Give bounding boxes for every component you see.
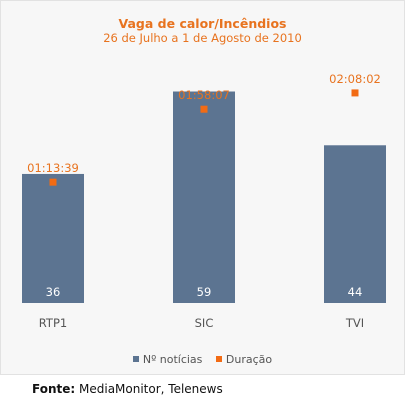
source-text: MediaMonitor, Telenews (79, 382, 223, 396)
legend-swatch-duracao (215, 356, 222, 362)
bar-value-label: 44 (348, 285, 363, 299)
duration-label: 01:13:39 (27, 161, 79, 175)
bar-tvi (324, 145, 386, 303)
legend-swatch-noticias (132, 356, 139, 362)
source-label: Fonte: (32, 382, 76, 396)
duration-label: 02:08:02 (329, 72, 381, 86)
legend-item-duracao: Duração (215, 353, 273, 366)
bar-value-label: 36 (46, 285, 61, 299)
chart-title: Vaga de calor/Incêndios (118, 16, 287, 31)
bar-chart: 36 RTP1 01:13:39 59 SIC 01:58:07 44 TVI 02:08:02 (22, 72, 386, 330)
source-note: Fonte: MediaMonitor, Telenews (32, 382, 223, 396)
legend-label-duracao: Duração (225, 353, 273, 366)
x-tick-tvi: TVI (345, 316, 364, 330)
duration-marker-tvi (351, 89, 359, 97)
duration-label: 01:58:07 (178, 88, 230, 102)
chart-legend: Nº notícias Duração (0, 353, 405, 366)
bar-sic (173, 91, 235, 303)
chart-subtitle: 26 de Julho a 1 de Agosto de 2010 (103, 31, 302, 45)
duration-marker-sic (200, 105, 208, 113)
duration-marker-rtp1 (49, 178, 57, 186)
bar-value-label: 59 (197, 285, 212, 299)
legend-item-noticias: Nº notícias (132, 353, 203, 366)
bar-rtp1 (22, 173, 84, 303)
x-tick-rtp1: RTP1 (39, 316, 67, 330)
x-tick-sic: SIC (195, 316, 214, 330)
legend-label-noticias: Nº notícias (142, 353, 203, 366)
